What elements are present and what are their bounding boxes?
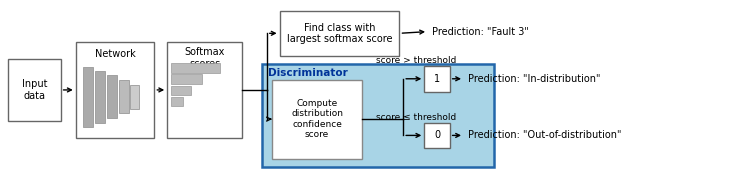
Text: Input
data: Input data <box>22 79 47 101</box>
Text: Prediction: "Fault 3": Prediction: "Fault 3" <box>432 27 529 37</box>
FancyBboxPatch shape <box>8 59 61 121</box>
Text: Discriminator: Discriminator <box>267 69 347 79</box>
FancyBboxPatch shape <box>107 75 117 118</box>
Text: Find class with
largest softmax score: Find class with largest softmax score <box>287 22 392 44</box>
Text: Compute
distribution
confidence
score: Compute distribution confidence score <box>291 99 343 139</box>
FancyBboxPatch shape <box>261 64 494 167</box>
FancyBboxPatch shape <box>83 67 93 127</box>
FancyBboxPatch shape <box>95 71 105 122</box>
Text: 1: 1 <box>434 74 440 84</box>
FancyBboxPatch shape <box>76 42 155 138</box>
FancyBboxPatch shape <box>171 63 220 73</box>
Text: score > threshold: score > threshold <box>376 56 456 65</box>
FancyBboxPatch shape <box>130 85 140 109</box>
FancyBboxPatch shape <box>167 42 242 138</box>
Text: Network: Network <box>95 49 135 59</box>
FancyBboxPatch shape <box>171 97 183 106</box>
FancyBboxPatch shape <box>424 66 450 92</box>
FancyBboxPatch shape <box>171 75 201 84</box>
FancyBboxPatch shape <box>424 122 450 148</box>
Text: 0: 0 <box>434 130 440 140</box>
Text: Prediction: "Out-of-distribution": Prediction: "Out-of-distribution" <box>468 130 621 140</box>
Text: Prediction: "In-distribution": Prediction: "In-distribution" <box>468 74 600 84</box>
FancyBboxPatch shape <box>279 11 400 56</box>
Text: score ≤ threshold: score ≤ threshold <box>376 113 456 122</box>
FancyBboxPatch shape <box>171 86 191 95</box>
Text: Softmax
scores: Softmax scores <box>185 47 225 69</box>
FancyBboxPatch shape <box>119 80 129 113</box>
FancyBboxPatch shape <box>272 80 362 159</box>
